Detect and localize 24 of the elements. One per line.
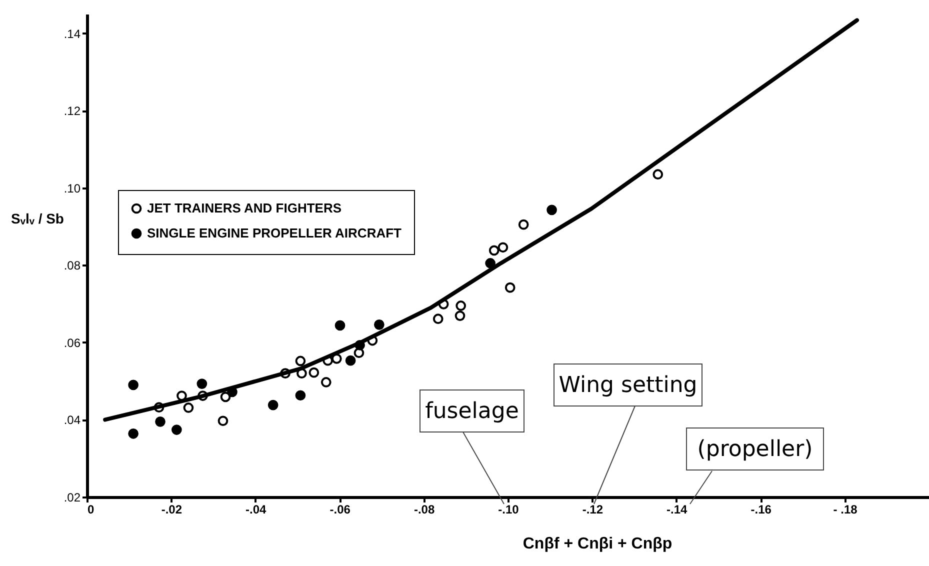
x-tick-label: -.02 (161, 502, 182, 516)
x-tick-label: -.12 (582, 502, 604, 516)
y-tick-label: .10 (64, 181, 81, 196)
x-tick-label: -.10 (498, 502, 520, 516)
x-tick-label: -.04 (246, 502, 267, 516)
x-tick-label: 0 (88, 502, 94, 516)
y-tick-label: .06 (64, 336, 81, 350)
y-tick-label: .14 (64, 26, 81, 41)
y-tick-label: .12 (64, 104, 81, 118)
annotation: (propeller) (697, 437, 813, 462)
annotation: fuselage (425, 399, 519, 424)
legend-label: SINGLE ENGINE PROPELLER AIRCRAFT (147, 226, 402, 240)
x-tick-label: -.06 (330, 502, 351, 516)
x-axis-title: Cnβf + Cnβi + Cnβp (522, 536, 672, 552)
x-tick-label: -.16 (750, 502, 772, 516)
x-tick-label: -.08 (414, 502, 435, 516)
y-axis-title: Sᵥlᵥ / Sb (11, 210, 64, 226)
legend-label: JET TRAINERS AND FIGHTERS (147, 200, 342, 216)
y-tick-label: .02 (64, 490, 81, 504)
x-tick-label: - .18 (833, 502, 858, 516)
x-tick-label: -.14 (666, 502, 688, 516)
y-tick-label: .04 (64, 413, 81, 428)
y-tick-label: .08 (64, 258, 81, 273)
annotation: Wing setting (558, 373, 698, 398)
